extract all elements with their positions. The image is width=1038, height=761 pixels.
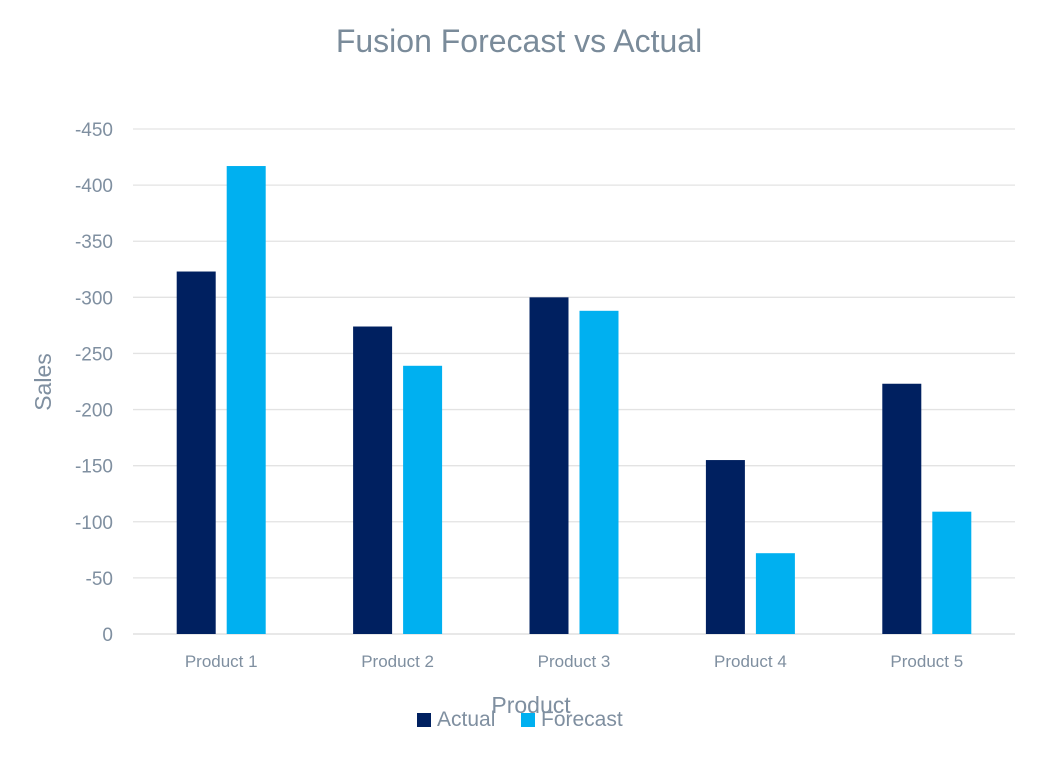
bar-forecast-4 [755,553,795,634]
legend-label-forecast: Forecast [541,708,623,731]
y-tick-label: -400 [75,176,113,197]
y-tick-label: -300 [75,288,113,309]
bar-forecast-1 [226,166,266,635]
bar-actual-5 [882,383,922,634]
bar-forecast-2 [403,365,443,634]
y-tick-label: -350 [75,232,113,253]
x-tick-label: Product 2 [361,652,434,671]
y-tick-label: -150 [75,457,113,478]
bar-actual-4 [705,460,745,634]
bar-actual-2 [353,326,393,634]
y-tick-label: -100 [75,513,113,534]
chart-title: Fusion Forecast vs Actual [336,23,702,59]
legend-swatch-forecast [521,713,535,727]
bar-actual-1 [176,271,216,634]
y-tick-label: -450 [75,120,113,141]
legend-swatch-actual [417,713,431,727]
bar-actual-3 [529,297,569,634]
bar-forecast-5 [932,511,972,634]
y-axis-ticks: 0 -50 -100 -150 -200 -250 -300 -350 -400 -450 [75,120,113,646]
y-axis-title: Sales [30,353,56,411]
bars [176,166,972,635]
y-tick-label: -50 [86,569,113,590]
x-tick-label: Product 4 [714,652,787,671]
legend: Actual Forecast [417,708,623,731]
x-tick-label: Product 1 [185,652,258,671]
x-tick-label: Product 5 [890,652,963,671]
y-tick-label: -200 [75,401,113,422]
y-tick-label: -250 [75,344,113,365]
legend-label-actual: Actual [437,708,495,731]
gridlines [133,128,1015,635]
x-tick-label: Product 3 [538,652,611,671]
x-axis-ticks: Product 1 Product 2 Product 3 Product 4 Prod… [185,652,963,671]
y-tick-label: 0 [102,625,113,646]
bar-forecast-3 [579,310,619,634]
